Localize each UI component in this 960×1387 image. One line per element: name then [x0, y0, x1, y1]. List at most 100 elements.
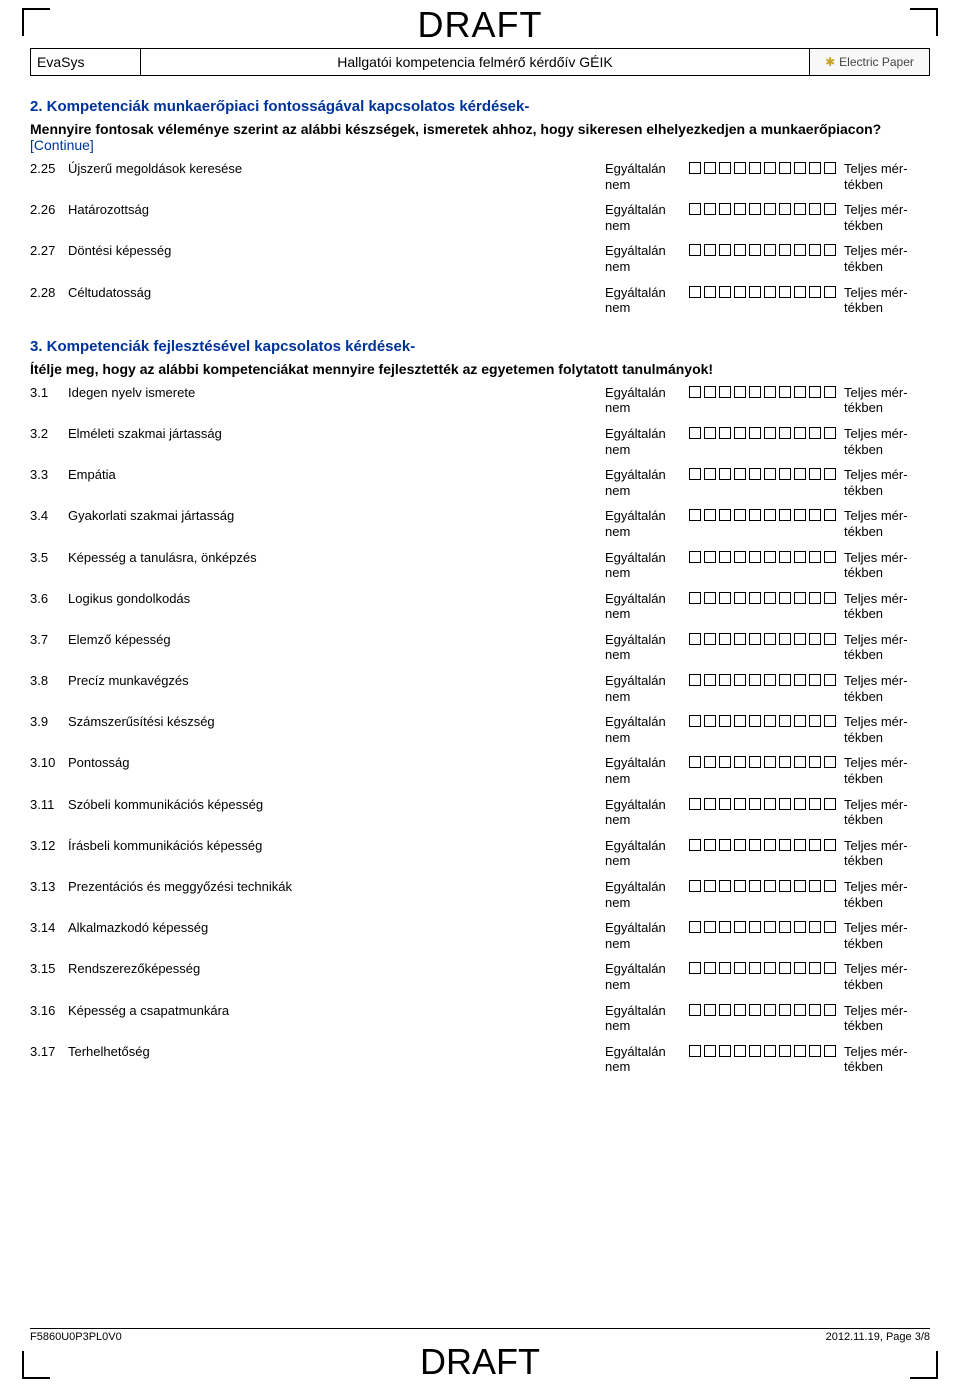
- scale-checkbox[interactable]: [824, 633, 836, 645]
- scale-checkbox[interactable]: [809, 798, 821, 810]
- scale-checkbox[interactable]: [824, 427, 836, 439]
- scale-checkbox[interactable]: [749, 756, 761, 768]
- scale-checkbox[interactable]: [794, 592, 806, 604]
- scale-checkbox[interactable]: [809, 921, 821, 933]
- scale-checkbox[interactable]: [704, 756, 716, 768]
- scale-checkbox[interactable]: [824, 551, 836, 563]
- scale-checkbox[interactable]: [824, 921, 836, 933]
- scale-checkbox[interactable]: [824, 962, 836, 974]
- scale-checkbox[interactable]: [749, 551, 761, 563]
- scale-checkbox[interactable]: [689, 798, 701, 810]
- scale-checkbox[interactable]: [779, 1004, 791, 1016]
- scale-checkbox[interactable]: [734, 756, 746, 768]
- scale-checkbox[interactable]: [779, 244, 791, 256]
- scale-checkbox[interactable]: [734, 386, 746, 398]
- scale-checkbox[interactable]: [734, 921, 746, 933]
- scale-checkbox[interactable]: [809, 203, 821, 215]
- scale-checkbox[interactable]: [704, 1045, 716, 1057]
- scale-checkbox[interactable]: [719, 468, 731, 480]
- scale-checkbox[interactable]: [794, 1045, 806, 1057]
- scale-checkbox[interactable]: [704, 551, 716, 563]
- scale-checkbox[interactable]: [749, 468, 761, 480]
- scale-checkbox[interactable]: [689, 962, 701, 974]
- scale-checkbox[interactable]: [749, 286, 761, 298]
- scale-checkbox[interactable]: [719, 715, 731, 727]
- scale-checkbox[interactable]: [824, 756, 836, 768]
- scale-checkbox[interactable]: [749, 798, 761, 810]
- scale-checkbox[interactable]: [749, 244, 761, 256]
- scale-checkbox[interactable]: [794, 880, 806, 892]
- scale-checkbox[interactable]: [809, 1045, 821, 1057]
- scale-checkbox[interactable]: [749, 386, 761, 398]
- scale-checkbox[interactable]: [734, 286, 746, 298]
- scale-checkbox[interactable]: [794, 203, 806, 215]
- scale-checkbox[interactable]: [689, 880, 701, 892]
- scale-checkbox[interactable]: [719, 839, 731, 851]
- scale-checkbox[interactable]: [734, 162, 746, 174]
- scale-checkbox[interactable]: [734, 551, 746, 563]
- scale-checkbox[interactable]: [734, 798, 746, 810]
- scale-checkbox[interactable]: [779, 962, 791, 974]
- scale-checkbox[interactable]: [719, 286, 731, 298]
- scale-checkbox[interactable]: [719, 674, 731, 686]
- scale-checkbox[interactable]: [764, 756, 776, 768]
- scale-checkbox[interactable]: [704, 509, 716, 521]
- scale-checkbox[interactable]: [764, 551, 776, 563]
- scale-checkbox[interactable]: [779, 386, 791, 398]
- scale-checkbox[interactable]: [749, 592, 761, 604]
- scale-checkbox[interactable]: [764, 674, 776, 686]
- scale-checkbox[interactable]: [734, 1004, 746, 1016]
- scale-checkbox[interactable]: [764, 962, 776, 974]
- scale-checkbox[interactable]: [749, 674, 761, 686]
- scale-checkbox[interactable]: [749, 633, 761, 645]
- scale-checkbox[interactable]: [734, 1045, 746, 1057]
- scale-checkbox[interactable]: [704, 386, 716, 398]
- scale-checkbox[interactable]: [824, 468, 836, 480]
- scale-checkbox[interactable]: [749, 427, 761, 439]
- scale-checkbox[interactable]: [734, 592, 746, 604]
- scale-checkbox[interactable]: [734, 427, 746, 439]
- scale-checkbox[interactable]: [824, 839, 836, 851]
- scale-checkbox[interactable]: [704, 674, 716, 686]
- scale-checkbox[interactable]: [794, 921, 806, 933]
- scale-checkbox[interactable]: [794, 286, 806, 298]
- scale-checkbox[interactable]: [794, 386, 806, 398]
- scale-checkbox[interactable]: [764, 1004, 776, 1016]
- scale-checkbox[interactable]: [779, 427, 791, 439]
- scale-checkbox[interactable]: [734, 203, 746, 215]
- scale-checkbox[interactable]: [689, 427, 701, 439]
- scale-checkbox[interactable]: [749, 162, 761, 174]
- scale-checkbox[interactable]: [779, 798, 791, 810]
- scale-checkbox[interactable]: [749, 921, 761, 933]
- scale-checkbox[interactable]: [704, 880, 716, 892]
- scale-checkbox[interactable]: [809, 839, 821, 851]
- scale-checkbox[interactable]: [689, 468, 701, 480]
- scale-checkbox[interactable]: [809, 286, 821, 298]
- scale-checkbox[interactable]: [689, 756, 701, 768]
- scale-checkbox[interactable]: [689, 203, 701, 215]
- scale-checkbox[interactable]: [719, 386, 731, 398]
- scale-checkbox[interactable]: [764, 162, 776, 174]
- scale-checkbox[interactable]: [719, 162, 731, 174]
- scale-checkbox[interactable]: [779, 633, 791, 645]
- scale-checkbox[interactable]: [764, 509, 776, 521]
- scale-checkbox[interactable]: [689, 551, 701, 563]
- scale-checkbox[interactable]: [779, 839, 791, 851]
- scale-checkbox[interactable]: [749, 839, 761, 851]
- scale-checkbox[interactable]: [719, 551, 731, 563]
- scale-checkbox[interactable]: [809, 468, 821, 480]
- scale-checkbox[interactable]: [779, 551, 791, 563]
- scale-checkbox[interactable]: [689, 162, 701, 174]
- scale-checkbox[interactable]: [689, 1004, 701, 1016]
- scale-checkbox[interactable]: [764, 203, 776, 215]
- scale-checkbox[interactable]: [734, 715, 746, 727]
- scale-checkbox[interactable]: [749, 880, 761, 892]
- scale-checkbox[interactable]: [824, 162, 836, 174]
- scale-checkbox[interactable]: [794, 674, 806, 686]
- scale-checkbox[interactable]: [764, 921, 776, 933]
- scale-checkbox[interactable]: [824, 386, 836, 398]
- scale-checkbox[interactable]: [689, 674, 701, 686]
- scale-checkbox[interactable]: [809, 674, 821, 686]
- scale-checkbox[interactable]: [719, 962, 731, 974]
- scale-checkbox[interactable]: [809, 880, 821, 892]
